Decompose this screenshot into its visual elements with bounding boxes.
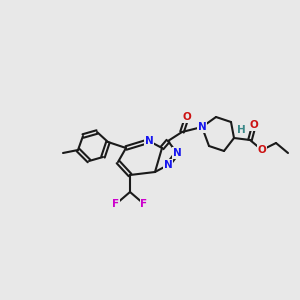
Text: F: F [112,199,120,209]
Text: N: N [172,148,182,158]
Text: N: N [145,136,153,146]
Text: O: O [258,145,266,155]
Text: N: N [164,160,172,170]
Text: O: O [183,112,191,122]
Text: F: F [140,199,148,209]
Text: N: N [198,122,206,132]
Text: O: O [250,120,258,130]
Text: H: H [237,125,245,135]
